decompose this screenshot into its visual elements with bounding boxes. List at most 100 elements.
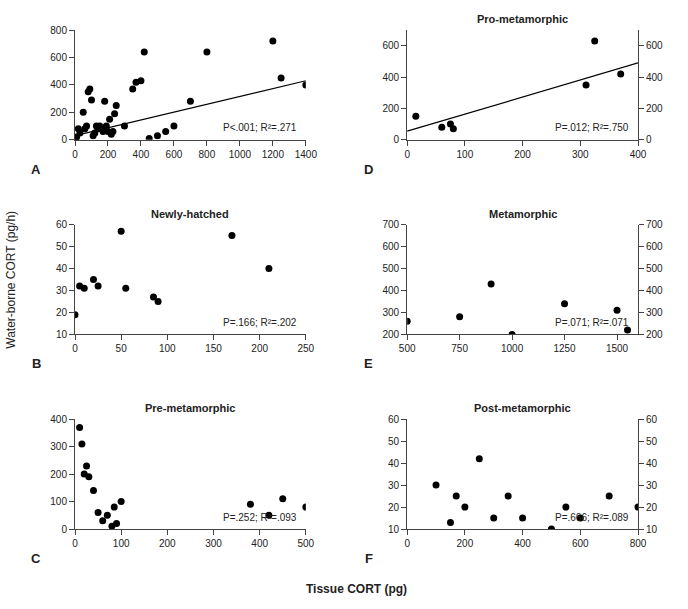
svg-text:400: 400 <box>382 72 399 83</box>
svg-text:200: 200 <box>382 329 399 340</box>
svg-text:400: 400 <box>50 414 67 425</box>
svg-text:0: 0 <box>72 538 78 549</box>
svg-text:300: 300 <box>572 149 589 160</box>
svg-text:1200: 1200 <box>262 149 285 160</box>
svg-text:600: 600 <box>382 241 399 252</box>
svg-text:150: 150 <box>205 343 222 354</box>
svg-text:60: 60 <box>56 219 68 230</box>
svg-text:400: 400 <box>50 79 67 90</box>
svg-text:200: 200 <box>159 538 176 549</box>
svg-text:1000: 1000 <box>229 149 252 160</box>
svg-text:600: 600 <box>646 40 663 51</box>
svg-text:100: 100 <box>457 149 474 160</box>
svg-text:D: D <box>364 162 373 177</box>
svg-text:100: 100 <box>159 343 176 354</box>
svg-text:0: 0 <box>394 134 400 145</box>
svg-text:P=.252; R²=.093: P=.252; R²=.093 <box>223 512 297 523</box>
svg-text:C: C <box>31 551 41 566</box>
svg-text:E: E <box>364 356 373 371</box>
svg-text:600: 600 <box>50 52 67 63</box>
svg-text:50: 50 <box>116 343 128 354</box>
svg-text:40: 40 <box>56 263 68 274</box>
svg-text:500: 500 <box>399 343 416 354</box>
svg-text:P=.666; R²=.089: P=.666; R²=.089 <box>555 512 629 523</box>
svg-text:Water-borne CORT (pg/h): Water-borne CORT (pg/h) <box>4 211 18 349</box>
svg-text:10: 10 <box>388 524 400 535</box>
svg-text:Metamorphic: Metamorphic <box>489 208 557 220</box>
svg-text:30: 30 <box>388 480 400 491</box>
svg-text:400: 400 <box>251 538 268 549</box>
svg-text:P=.166; R²=.202: P=.166; R²=.202 <box>223 317 297 328</box>
svg-text:0: 0 <box>61 524 67 535</box>
svg-text:400: 400 <box>646 72 663 83</box>
svg-text:1250: 1250 <box>553 343 576 354</box>
svg-text:200: 200 <box>50 107 67 118</box>
svg-text:20: 20 <box>646 502 658 513</box>
svg-text:300: 300 <box>646 307 663 318</box>
svg-text:400: 400 <box>514 538 531 549</box>
svg-text:1000: 1000 <box>501 343 524 354</box>
svg-text:Post-metamorphic: Post-metamorphic <box>474 402 571 414</box>
svg-text:200: 200 <box>514 149 531 160</box>
svg-text:500: 500 <box>646 263 663 274</box>
svg-text:500: 500 <box>382 263 399 274</box>
svg-text:200: 200 <box>457 538 474 549</box>
svg-text:F: F <box>365 551 373 566</box>
svg-text:30: 30 <box>646 480 658 491</box>
svg-text:200: 200 <box>50 469 67 480</box>
svg-text:700: 700 <box>646 219 663 230</box>
svg-text:0: 0 <box>646 134 652 145</box>
svg-text:300: 300 <box>205 538 222 549</box>
svg-text:Tissue CORT (pg): Tissue CORT (pg) <box>306 582 407 596</box>
svg-text:300: 300 <box>50 441 67 452</box>
svg-text:600: 600 <box>382 40 399 51</box>
svg-text:400: 400 <box>630 149 647 160</box>
svg-text:60: 60 <box>646 414 658 425</box>
svg-text:200: 200 <box>382 103 399 114</box>
svg-text:400: 400 <box>133 149 150 160</box>
svg-text:600: 600 <box>572 538 589 549</box>
svg-text:0: 0 <box>404 149 410 160</box>
svg-text:20: 20 <box>56 307 68 318</box>
svg-text:P=.071; R²=.071: P=.071; R²=.071 <box>555 317 629 328</box>
svg-text:800: 800 <box>50 25 67 36</box>
svg-text:250: 250 <box>297 343 314 354</box>
svg-text:400: 400 <box>646 285 663 296</box>
svg-text:1400: 1400 <box>295 149 318 160</box>
svg-text:100: 100 <box>113 538 130 549</box>
svg-text:50: 50 <box>388 436 400 447</box>
svg-text:P<.001; R²=.271: P<.001; R²=.271 <box>223 122 297 133</box>
svg-text:600: 600 <box>166 149 183 160</box>
svg-text:40: 40 <box>388 458 400 469</box>
svg-text:800: 800 <box>199 149 216 160</box>
svg-text:Newly-hatched: Newly-hatched <box>151 208 229 220</box>
svg-text:30: 30 <box>56 285 68 296</box>
svg-text:10: 10 <box>646 524 658 535</box>
svg-text:20: 20 <box>388 502 400 513</box>
svg-text:40: 40 <box>646 458 658 469</box>
svg-text:0: 0 <box>61 134 67 145</box>
svg-text:50: 50 <box>56 241 68 252</box>
svg-text:750: 750 <box>451 343 468 354</box>
svg-text:1500: 1500 <box>606 343 629 354</box>
svg-text:Pro-metamorphic: Pro-metamorphic <box>477 13 568 25</box>
svg-text:200: 200 <box>100 149 117 160</box>
svg-text:10: 10 <box>56 329 68 340</box>
svg-text:50: 50 <box>646 436 658 447</box>
svg-text:A: A <box>31 162 41 177</box>
svg-text:P=.012; R²=.750: P=.012; R²=.750 <box>555 122 629 133</box>
svg-text:700: 700 <box>382 219 399 230</box>
svg-text:200: 200 <box>646 103 663 114</box>
svg-text:400: 400 <box>382 285 399 296</box>
svg-text:0: 0 <box>72 149 78 160</box>
svg-text:300: 300 <box>382 307 399 318</box>
svg-text:200: 200 <box>251 343 268 354</box>
svg-text:Pre-metamorphic: Pre-metamorphic <box>145 402 235 414</box>
svg-text:600: 600 <box>646 241 663 252</box>
svg-text:100: 100 <box>50 496 67 507</box>
svg-text:0: 0 <box>404 538 410 549</box>
svg-text:200: 200 <box>646 329 663 340</box>
svg-text:B: B <box>32 356 41 371</box>
svg-text:500: 500 <box>297 538 314 549</box>
svg-text:0: 0 <box>72 343 78 354</box>
